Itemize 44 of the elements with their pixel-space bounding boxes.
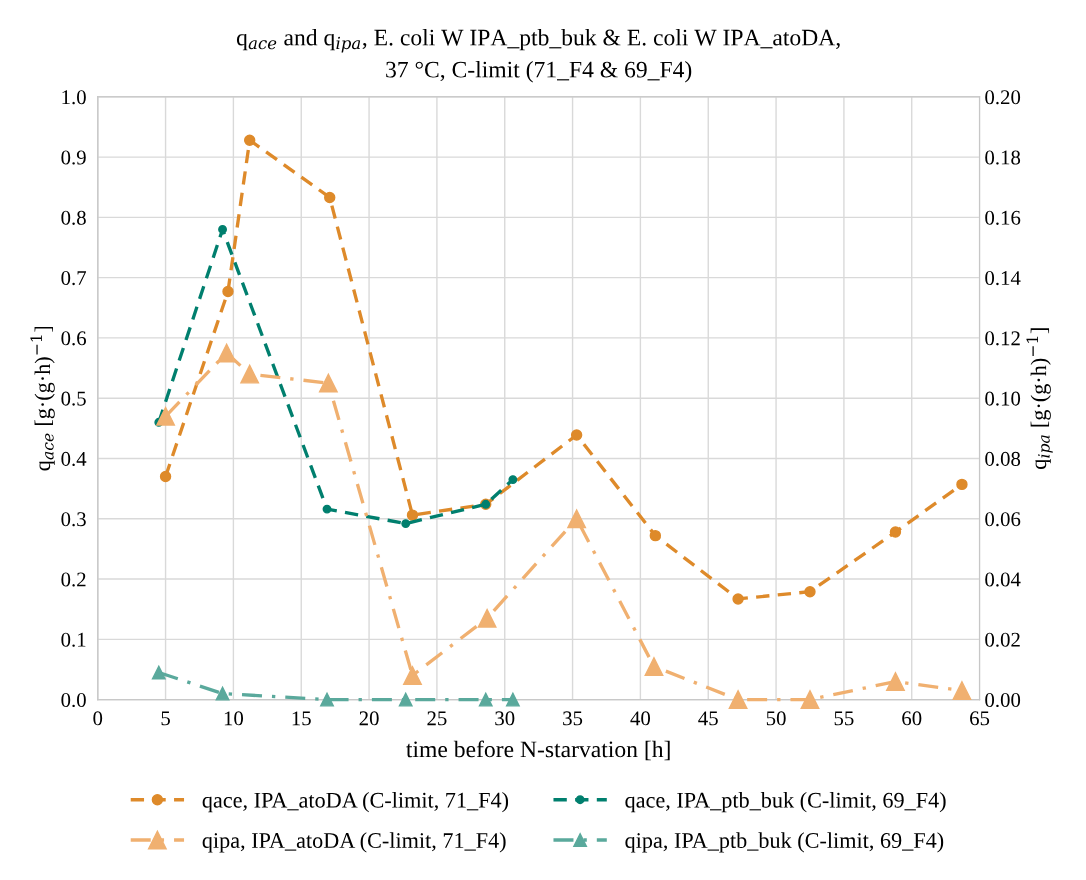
y-tick-label: 0.6 <box>61 331 87 346</box>
y-tick-label: 0.5 <box>61 391 86 406</box>
legend-label: qipa, IPA_atoDA (C-limit, 71_F4) <box>202 832 506 853</box>
y2-tick-label: 0.02 <box>985 632 1020 647</box>
y2-tick-label: 0.18 <box>985 150 1021 165</box>
y-tick-label: 0.3 <box>61 512 86 527</box>
y-tick-label: 0.4 <box>61 451 87 466</box>
x-axis-title: time before N-starvation [h] <box>406 740 670 761</box>
y-tick-label: 0.7 <box>61 271 87 286</box>
y2-tick-label: 0.04 <box>985 572 1021 587</box>
y2-tick-label: 0.00 <box>985 692 1021 708</box>
x-tick-label: 50 <box>766 711 786 726</box>
x-tick-label: 65 <box>970 711 990 726</box>
x-tick-label: 40 <box>630 711 651 726</box>
y-axis-title: q$_{ace}$ [g·(g·h)$^{−1}$] <box>30 326 55 471</box>
y2-tick-label: 0.10 <box>985 391 1021 406</box>
y2-tick-label: 0.16 <box>985 210 1021 225</box>
x-tick-label: 15 <box>292 711 311 726</box>
x-tick-label: 20 <box>359 711 379 726</box>
y2-tick-label: 0.06 <box>985 512 1021 527</box>
x-tick-label: 25 <box>427 711 447 726</box>
y-tick-label: 0.0 <box>61 692 86 708</box>
x-tick-label: 35 <box>563 711 583 726</box>
y-tick-label: 1.0 <box>62 90 86 105</box>
legend-label: qipa, IPA_ptb_buk (C-limit, 69_F4) <box>625 832 944 853</box>
x-tick-label: 5 <box>161 711 170 726</box>
x-tick-label: 45 <box>698 711 718 726</box>
y-tick-label: 0.8 <box>61 210 86 225</box>
x-tick-label: 55 <box>834 711 854 726</box>
chart-title: q$_{ace}$ and q$_{ipa}$, E. coli W IPA_ptb_buk & E. coli W IPA_atoDA, 37 °C, C-limit (71_F4 & 69_F4) <box>236 28 840 83</box>
y-tick-label: 0.1 <box>61 632 86 647</box>
y-tick-label: 0.9 <box>61 150 86 165</box>
x-tick-label: 0 <box>93 711 103 726</box>
y-tick-label: 0.2 <box>61 572 86 587</box>
x-tick-label: 60 <box>902 711 922 726</box>
y2-axis-title: q$_{ipa}$ [g·(g·h)$^{−1}$] <box>1026 328 1053 469</box>
y2-tick-label: 0.20 <box>985 90 1021 105</box>
y2-tick-label: 0.08 <box>985 451 1021 466</box>
legend-label: qace, IPA_atoDA (C-limit, 71_F4) <box>202 792 509 813</box>
y2-tick-label: 0.12 <box>985 331 1020 346</box>
y2-tick-label: 0.14 <box>985 271 1021 286</box>
x-tick-label: 10 <box>224 711 244 726</box>
legend-label: qace, IPA_ptb_buk (C-limit, 69_F4) <box>625 792 946 813</box>
x-tick-label: 30 <box>495 711 515 726</box>
